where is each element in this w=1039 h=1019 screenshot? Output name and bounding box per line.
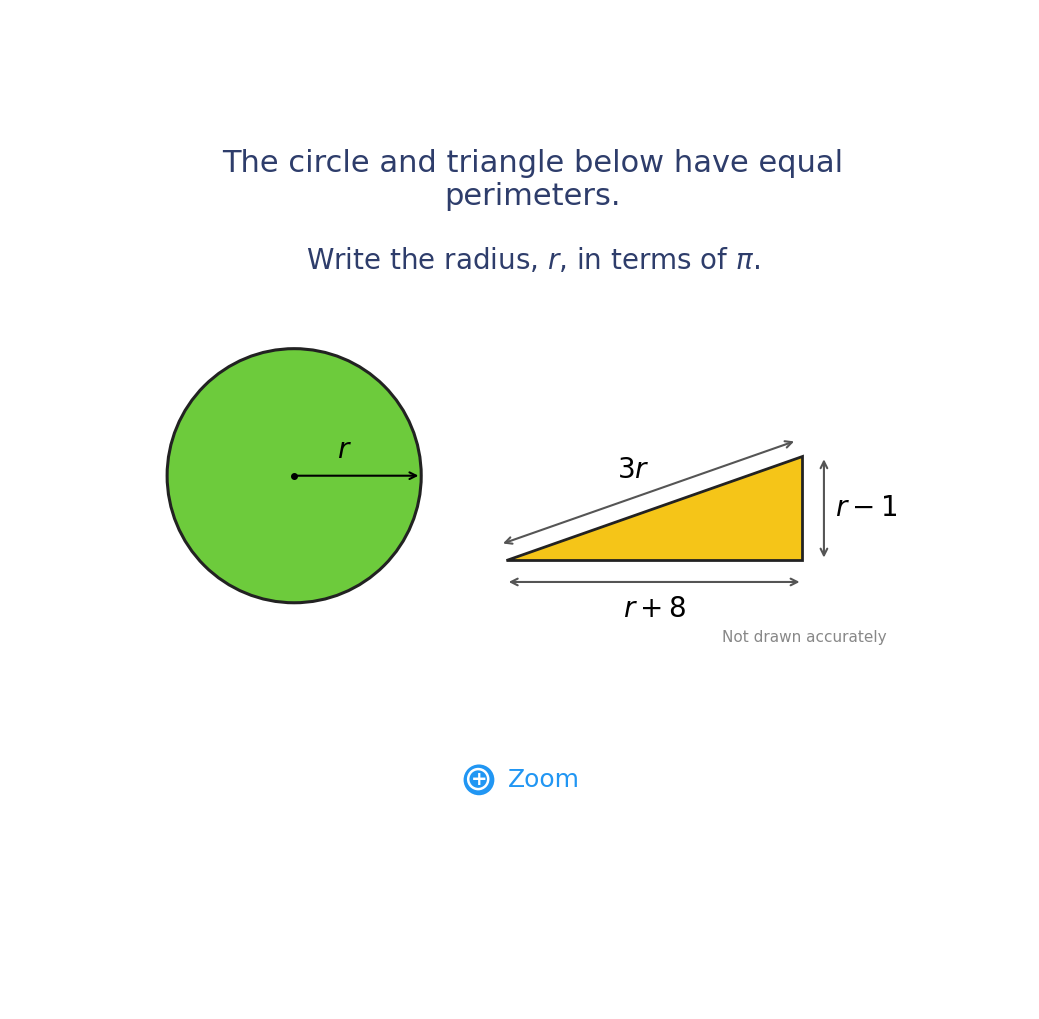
Text: Zoom: Zoom bbox=[508, 768, 580, 792]
Text: Write the radius, $r$, in terms of $\pi$.: Write the radius, $r$, in terms of $\pi$… bbox=[305, 246, 760, 274]
Polygon shape bbox=[506, 457, 802, 560]
Circle shape bbox=[469, 769, 488, 789]
Circle shape bbox=[463, 764, 495, 795]
Text: Not drawn accurately: Not drawn accurately bbox=[722, 630, 887, 645]
Text: $3r$: $3r$ bbox=[617, 458, 649, 484]
Text: +: + bbox=[471, 770, 487, 790]
Circle shape bbox=[167, 348, 421, 603]
Text: $r+8$: $r+8$ bbox=[622, 596, 686, 623]
Text: The circle and triangle below have equal: The circle and triangle below have equal bbox=[222, 150, 844, 178]
Text: perimeters.: perimeters. bbox=[445, 182, 621, 212]
Text: $r-1$: $r-1$ bbox=[835, 495, 898, 522]
Text: $r$: $r$ bbox=[337, 437, 351, 465]
